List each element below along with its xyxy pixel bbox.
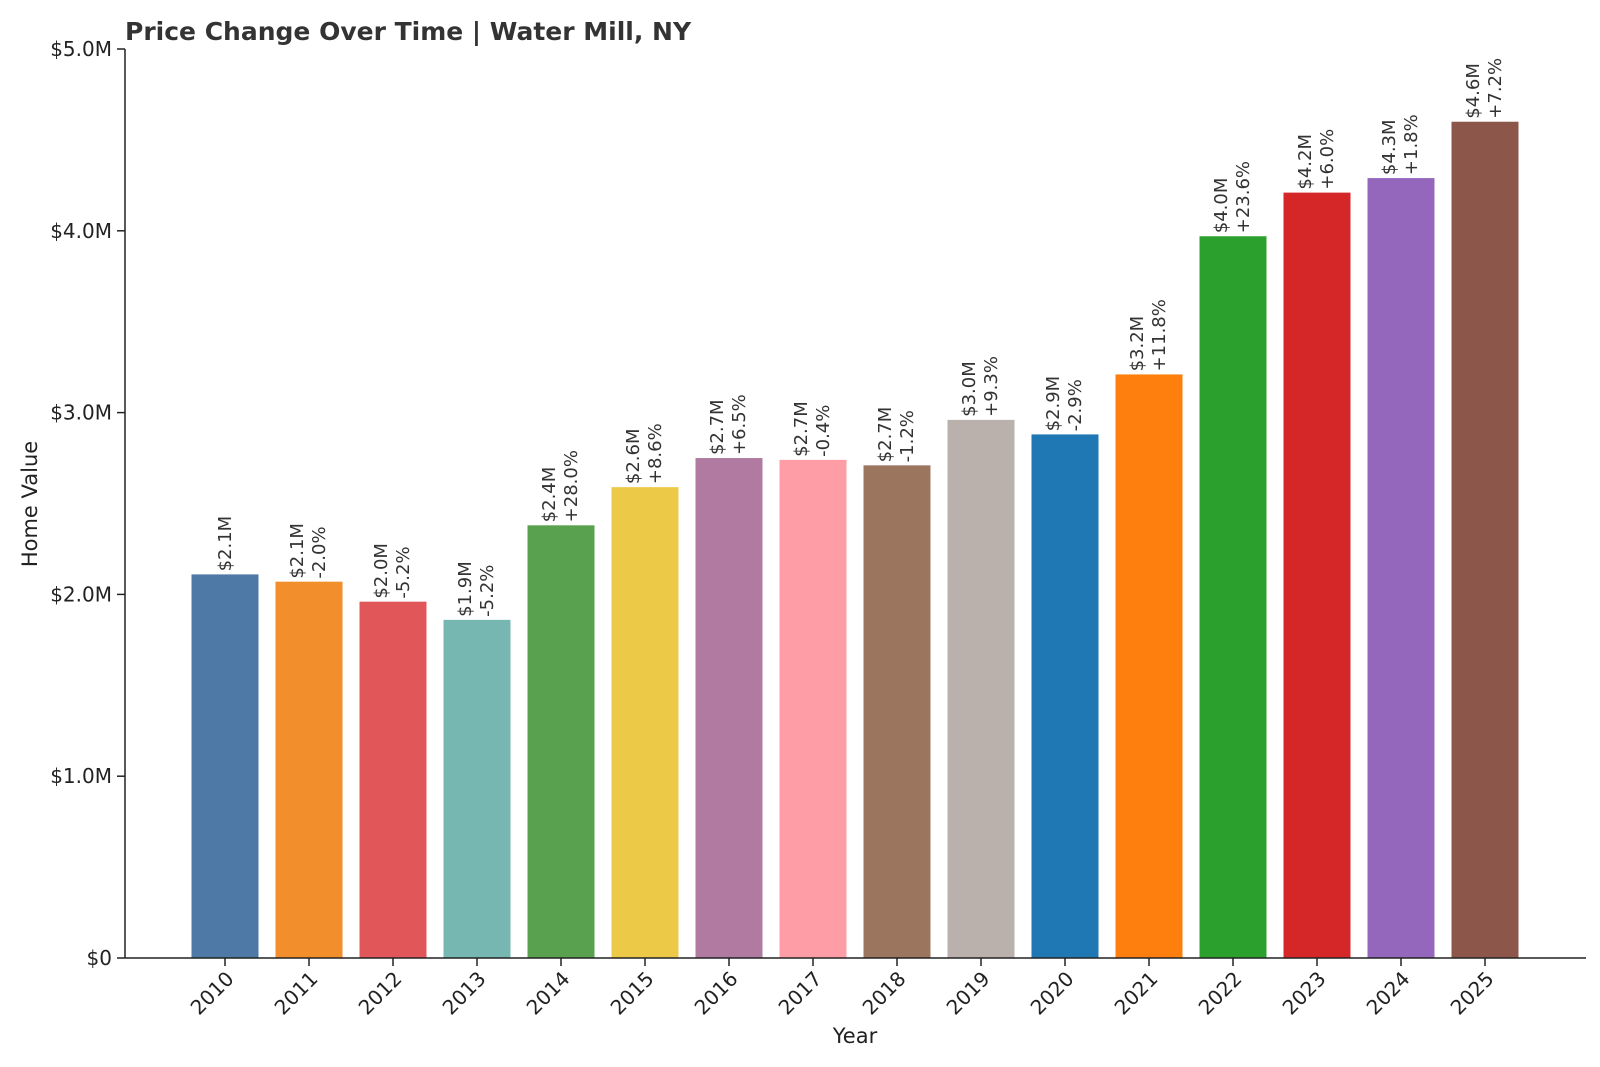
value-label-2012: $2.0M bbox=[371, 543, 392, 599]
x-tick-label: 2011 bbox=[270, 967, 323, 1020]
value-label-2020: $2.9M bbox=[1043, 376, 1064, 432]
bar-2014 bbox=[527, 525, 595, 958]
x-tick-label: 2019 bbox=[942, 967, 995, 1020]
x-tick-label: 2012 bbox=[354, 967, 407, 1020]
value-label-2016: $2.7M bbox=[707, 399, 728, 455]
value-label-2011: $2.1M bbox=[287, 523, 308, 579]
change-label-2012: -5.2% bbox=[393, 546, 414, 598]
bars-group bbox=[191, 121, 1519, 959]
change-label-2024: +1.8% bbox=[1401, 114, 1422, 175]
x-tick-label: 2023 bbox=[1278, 967, 1331, 1020]
chart-title: Price Change Over Time | Water Mill, NY bbox=[125, 17, 692, 46]
change-label-2022: +23.6% bbox=[1233, 161, 1254, 233]
bar-2016 bbox=[695, 458, 763, 958]
y-axis-label: Home Value bbox=[18, 441, 42, 567]
change-label-2016: +6.5% bbox=[729, 394, 750, 455]
value-label-2019: $3.0M bbox=[959, 361, 980, 417]
change-label-2018: -1.2% bbox=[897, 410, 918, 462]
change-label-2021: +11.8% bbox=[1149, 299, 1170, 371]
x-tick-label: 2018 bbox=[858, 967, 911, 1020]
x-tick-label: 2015 bbox=[606, 967, 659, 1020]
change-label-2017: -0.4% bbox=[813, 405, 834, 457]
change-label-2020: -2.9% bbox=[1065, 379, 1086, 431]
value-label-2017: $2.7M bbox=[791, 401, 812, 457]
y-tick-label: $5.0M bbox=[50, 37, 112, 61]
data-labels-group: $2.1M $2.1M -2.0% $2.0M -5.2% $1.9M -5.2%$2.4M… bbox=[215, 58, 1506, 617]
bar-2015 bbox=[611, 487, 679, 958]
change-label-2019: +9.3% bbox=[981, 356, 1002, 417]
x-tick-label: 2010 bbox=[186, 967, 239, 1020]
bar-2023 bbox=[1283, 192, 1351, 958]
value-label-2021: $3.2M bbox=[1127, 316, 1148, 372]
y-tick-label: $2.0M bbox=[50, 582, 112, 606]
x-tick-label: 2016 bbox=[690, 967, 743, 1020]
bar-2021 bbox=[1115, 374, 1183, 958]
x-tick-label: 2022 bbox=[1194, 967, 1247, 1020]
value-label-2024: $4.3M bbox=[1379, 119, 1400, 175]
change-label-2015: +8.6% bbox=[645, 423, 666, 484]
x-tick-label: 2020 bbox=[1026, 967, 1079, 1020]
y-tick-label: $1.0M bbox=[50, 764, 112, 788]
bar-2018 bbox=[863, 465, 931, 958]
change-label-2025: +7.2% bbox=[1485, 58, 1506, 119]
value-label-2015: $2.6M bbox=[623, 429, 644, 485]
change-label-2023: +6.0% bbox=[1317, 129, 1338, 190]
x-tick-label: 2021 bbox=[1110, 967, 1163, 1020]
change-label-2014: +28.0% bbox=[561, 450, 582, 522]
x-tick-label: 2013 bbox=[438, 967, 491, 1020]
y-axis-ticks: $0 $1.0M $2.0M $3.0M $4.0M $5.0M bbox=[50, 37, 125, 970]
bar-2010 bbox=[191, 574, 259, 958]
bar-2022 bbox=[1199, 236, 1267, 958]
y-tick-label: $3.0M bbox=[50, 401, 112, 425]
value-label-2023: $4.2M bbox=[1295, 134, 1316, 190]
y-tick-label: $4.0M bbox=[50, 219, 112, 243]
x-axis-label: Year bbox=[832, 1024, 878, 1048]
value-label-2022: $4.0M bbox=[1211, 178, 1232, 234]
bar-2011 bbox=[275, 581, 343, 958]
value-label-2014: $2.4M bbox=[539, 467, 560, 523]
x-tick-label: 2024 bbox=[1362, 967, 1415, 1020]
bar-2025 bbox=[1451, 121, 1519, 959]
bar-2019 bbox=[947, 419, 1015, 958]
y-tick-label: $0 bbox=[87, 946, 112, 970]
bar-2017 bbox=[779, 459, 847, 958]
bar-2020 bbox=[1031, 434, 1099, 958]
bar-2013 bbox=[443, 619, 511, 958]
x-tick-label: 2017 bbox=[774, 967, 827, 1020]
value-label-2018: $2.7M bbox=[875, 407, 896, 463]
value-label-2013: $1.9M bbox=[455, 561, 476, 617]
x-axis-ticks: 2010 2011 2012 2013 2014 2015 2016 2017 2018 2019… bbox=[186, 958, 1499, 1020]
change-label-2013: -5.2% bbox=[477, 565, 498, 617]
value-label-2025: $4.6M bbox=[1463, 63, 1484, 119]
x-tick-label: 2025 bbox=[1446, 967, 1499, 1020]
x-tick-label: 2014 bbox=[522, 967, 575, 1020]
bar-2012 bbox=[359, 601, 427, 958]
bar-2024 bbox=[1367, 178, 1435, 958]
value-label-2010: $2.1M bbox=[215, 516, 236, 572]
change-label-2011: -2.0% bbox=[309, 526, 330, 578]
